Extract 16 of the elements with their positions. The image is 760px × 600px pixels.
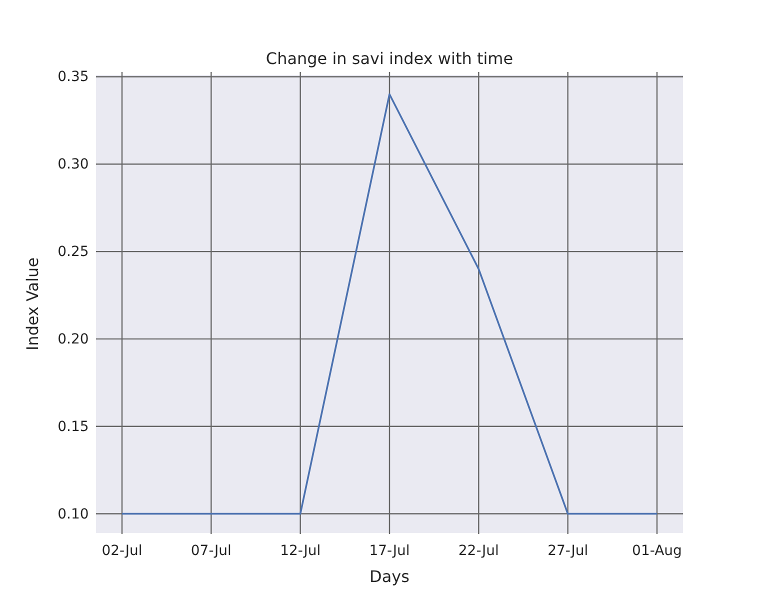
y-tick-label: 0.10 (58, 506, 89, 522)
chart-title: Change in savi index with time (266, 49, 514, 68)
y-tick-label: 0.20 (58, 331, 89, 348)
x-tick-label: 01-Aug (632, 543, 682, 560)
y-tick-label: 0.35 (58, 69, 89, 86)
x-tick-label: 02-Jul (102, 543, 142, 560)
x-tick-label: 12-Jul (280, 543, 321, 560)
x-tick-label: 17-Jul (369, 543, 410, 560)
x-tick-label: 27-Jul (548, 543, 588, 560)
y-tick-label: 0.30 (58, 156, 89, 173)
y-tick-label: 0.25 (58, 244, 89, 260)
y-axis-title: Index Value (23, 257, 42, 351)
x-tick-label: 22-Jul (458, 543, 499, 560)
x-axis-title: Days (370, 567, 410, 586)
x-tick-label: 07-Jul (190, 543, 232, 560)
y-tick-label: 0.15 (58, 418, 89, 435)
